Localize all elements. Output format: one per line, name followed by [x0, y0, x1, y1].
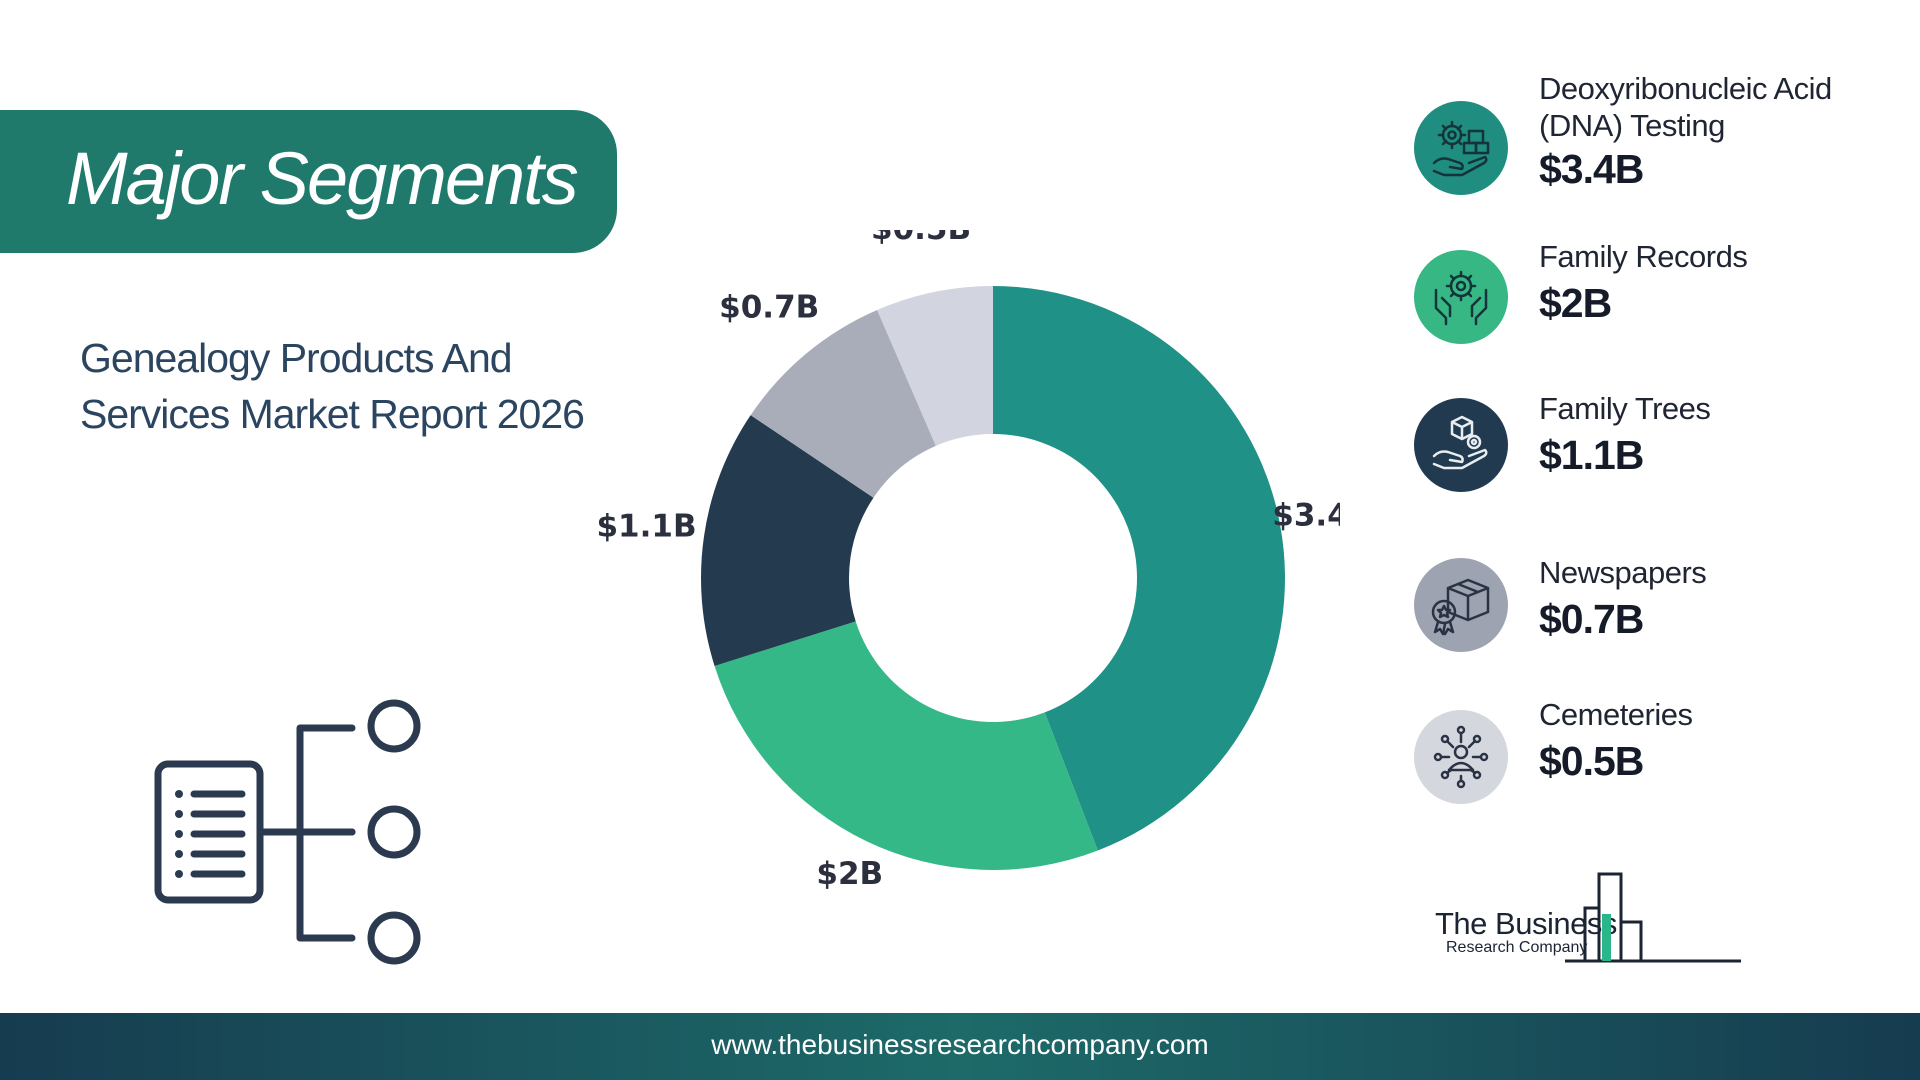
- donut-chart: $3.4B $2B $1.1B $0.7B $0.5B: [560, 211, 1373, 935]
- legend-value: $0.5B: [1539, 738, 1644, 784]
- gear-hand-boxes-icon: [1414, 101, 1508, 195]
- title-banner: Major Segments: [0, 110, 617, 253]
- footer-bar: www.thebusinessresearchcompany.com: [0, 1013, 1920, 1080]
- legend-value: $3.4B: [1539, 146, 1644, 192]
- legend-label: Family Trees: [1539, 391, 1711, 426]
- legend-value: $0.7B: [1539, 596, 1644, 642]
- hand-box-gear-icon: [1414, 398, 1508, 492]
- legend-value: $1.1B: [1539, 432, 1644, 478]
- slice-newspapers: [750, 309, 936, 498]
- slice-cemeteries: [877, 286, 993, 446]
- legend-value: $2B: [1539, 280, 1612, 326]
- data-label-cemeteries: $0.5B: [871, 230, 971, 247]
- legend: Deoxyribonucleic Acid (DNA) Testing $3.4…: [1410, 70, 1890, 810]
- network-person-icon: [1414, 710, 1508, 804]
- slice-family-trees: [701, 415, 874, 666]
- data-label-family-records: $2B: [816, 856, 883, 892]
- logo-text-line1: The Business: [1435, 906, 1617, 941]
- data-label-family-trees: $1.1B: [597, 509, 697, 545]
- report-subtitle: Genealogy Products And Services Market R…: [80, 335, 585, 437]
- legend-label: Newspapers: [1539, 555, 1707, 590]
- logo-text-line2: Research Company: [1446, 939, 1588, 956]
- slice-family-records: [714, 621, 1098, 870]
- legend-label: Deoxyribonucleic Acid (DNA) Testing: [1539, 71, 1832, 143]
- legend-label: Cemeteries: [1539, 697, 1693, 732]
- logo-buildings-icon: [1565, 872, 1741, 963]
- data-label-newspapers: $0.7B: [719, 289, 819, 325]
- slice-dna-testing: [993, 286, 1285, 851]
- footer-url: www.thebusinessresearchcompany.com: [711, 1029, 1209, 1060]
- hands-gear-icon: [1414, 250, 1508, 344]
- list-tree-icon: [152, 694, 432, 979]
- data-label-dna-testing: $3.4B: [1272, 497, 1340, 533]
- company-logo: The Business Research Company: [1435, 870, 1745, 970]
- legend-label: Family Records: [1539, 239, 1748, 274]
- page-title: Major Segments: [66, 137, 579, 220]
- box-badge-icon: [1414, 558, 1508, 652]
